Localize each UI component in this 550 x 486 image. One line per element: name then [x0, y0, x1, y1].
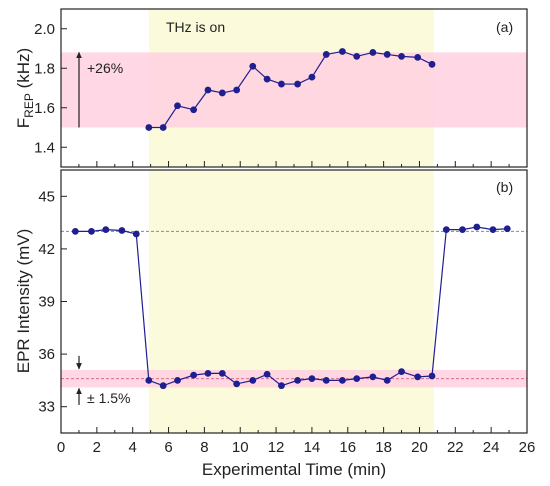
x-tick-label: 2: [93, 439, 101, 456]
panel-a-data-point: [233, 86, 241, 94]
panel-b-data-point: [369, 373, 377, 381]
y-tick-label-a: 1.4: [34, 139, 55, 156]
panel-b-data-point: [489, 226, 497, 234]
y-axis-title-a-sub: REP: [22, 93, 36, 118]
x-tick-label: 6: [164, 439, 172, 456]
x-tick-label: 0: [57, 439, 65, 456]
y-tick-label-a: 1.8: [34, 60, 55, 77]
x-tick-label: 26: [519, 439, 536, 456]
panel-b-data-point: [383, 377, 391, 384]
panel-a-data-point: [294, 80, 301, 88]
x-tick-label: 4: [129, 439, 137, 456]
panel-b-data-point: [278, 382, 285, 390]
x-tick-label: 10: [232, 439, 249, 456]
panel-b-data-point: [322, 377, 330, 384]
x-axis-title: Experimental Time (min): [202, 460, 386, 479]
panel-b-data-point: [414, 373, 422, 381]
panel-b-data-point: [263, 370, 271, 378]
y-tick-label-b: 39: [38, 294, 55, 311]
y-axis-title-a: FREP (kHz): [14, 48, 36, 128]
panel-b-data-point: [174, 377, 181, 384]
panel-b-data-point: [353, 375, 361, 383]
panel-b-data-point: [190, 371, 198, 379]
panel-a-data-point: [338, 48, 346, 55]
panel-b-data-point: [159, 382, 167, 390]
panel-b-data-point: [71, 227, 79, 235]
series-layer: [71, 48, 511, 405]
panel-b-data-point: [118, 227, 126, 234]
panel-a-data-point: [353, 53, 361, 60]
y-tick-label-b: 45: [38, 188, 55, 205]
y-axis-title-a-unit: (kHz): [14, 48, 33, 93]
panel-a-data-point: [278, 80, 285, 88]
panel-a-data-point: [174, 102, 181, 110]
panel-b-data-point: [442, 226, 450, 234]
panel-a-data-point: [159, 124, 167, 131]
percent-1-5-label: ± 1.5%: [87, 390, 130, 406]
panel-a-data-point: [218, 89, 226, 97]
panel-b-data-point: [204, 369, 212, 377]
band-a: [61, 52, 527, 128]
percent-26-label: +26%: [87, 60, 123, 76]
panel-b-data-point: [218, 369, 226, 377]
thz-span-b: [148, 170, 434, 433]
y-tick-label-b: 42: [38, 241, 55, 258]
panel-b-data-point: [233, 380, 241, 388]
thz-annotation: THz is on: [166, 19, 225, 35]
x-tick-label: 20: [411, 439, 428, 456]
panel-a-data-point: [398, 53, 405, 60]
panel-a-data-point: [322, 51, 330, 58]
x-tick-label: 16: [339, 439, 356, 456]
x-tick-label: 22: [447, 439, 464, 456]
y-tick-label-a: 1.6: [34, 100, 55, 117]
x-tick-label: 12: [268, 439, 285, 456]
y-tick-label-b: 33: [38, 399, 55, 416]
panel-b-label: (b): [496, 179, 513, 195]
y-axis-title-a-main: F: [14, 118, 33, 128]
tick-layer: 0 2 4 6 8 10 12 14 16 18 20 22 24 261.41.61.82.033363…: [34, 21, 535, 456]
x-tick-label: 18: [375, 439, 392, 456]
y-tick-label-b: 36: [38, 346, 55, 363]
background-layer: [61, 9, 527, 433]
panel-a-data-point: [369, 49, 377, 56]
panel-b-data-point: [102, 226, 110, 234]
panel-b-data-point: [473, 223, 481, 231]
panel-a-data-point: [190, 106, 198, 114]
panel-a-data-point: [428, 60, 436, 68]
y-axis-title-b: EPR Intensity (mV): [14, 229, 33, 374]
panel-a-data-point: [204, 86, 212, 94]
panel-b-data-point: [398, 368, 405, 376]
panel-b-data-point: [308, 375, 316, 383]
panel-b-series-line: [75, 226, 508, 387]
panel-a-data-point: [145, 124, 153, 131]
panel-b-data-point: [459, 226, 466, 234]
panel-b-data-point: [338, 377, 346, 384]
panel-b-data-point: [428, 372, 436, 380]
y-tick-label-a: 2.0: [34, 21, 55, 38]
panel-b-data-point: [249, 377, 257, 384]
x-tick-label: 24: [483, 439, 500, 456]
x-tick-label: 8: [200, 439, 208, 456]
panel-a-data-point: [414, 53, 422, 61]
panel-b-data-point: [132, 230, 140, 238]
panel-b-data-point: [88, 227, 95, 235]
panel-a-data-point: [308, 73, 316, 81]
panel-b-data-point: [503, 225, 511, 233]
panel-a-label: (a): [496, 19, 513, 35]
panel-a-data-point: [383, 51, 391, 58]
panel-b-data-point: [145, 377, 153, 384]
panel-a-data-point: [263, 75, 271, 83]
x-tick-label: 14: [304, 439, 321, 456]
panel-a-data-point: [249, 62, 257, 70]
panel-b-data-point: [294, 377, 301, 384]
